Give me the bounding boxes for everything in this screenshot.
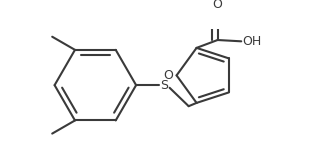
Text: S: S xyxy=(160,79,168,92)
Text: OH: OH xyxy=(243,35,262,48)
Text: O: O xyxy=(163,69,173,82)
Text: O: O xyxy=(213,0,222,11)
